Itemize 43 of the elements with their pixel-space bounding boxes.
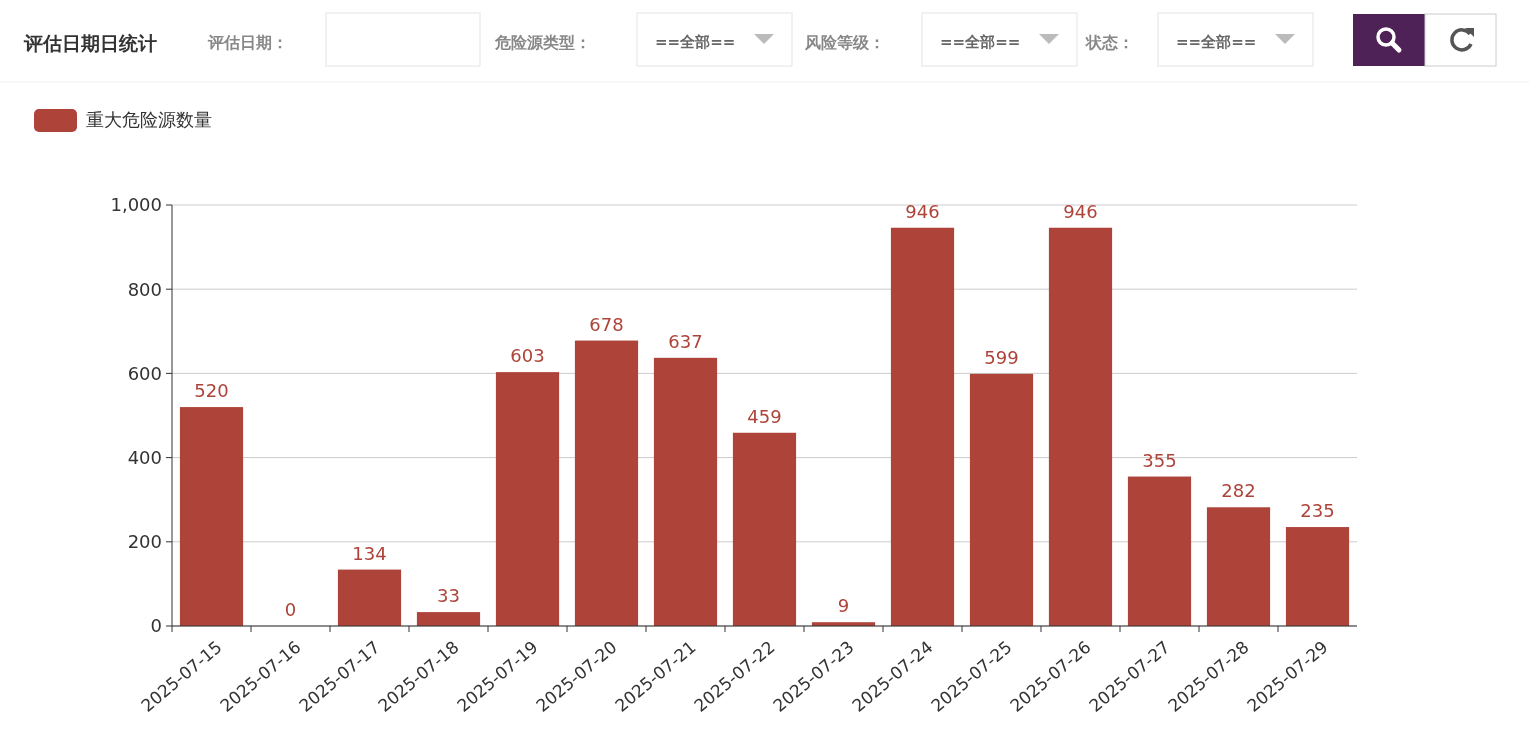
bar [179,407,244,626]
text: 风险等级： [804,33,885,52]
data-label: 520 [194,380,229,402]
bar [653,357,718,626]
data-label: 946 [1063,200,1098,222]
y-tick-label: 400 [127,446,162,468]
bar [1206,507,1271,626]
data-label: 599 [984,346,1019,368]
y-tick-label: 0 [150,615,162,637]
data-label: 678 [589,313,624,335]
chart-title: 评估日期日统计 [23,32,157,54]
data-label: 637 [668,330,703,352]
data-label: 946 [905,200,940,222]
data-label: 235 [1300,500,1335,522]
bar [1048,227,1113,626]
y-tick-label: 200 [127,531,162,553]
bar [574,340,639,626]
bar [732,432,797,626]
y-tick-label: 600 [127,362,162,384]
bar [1285,527,1350,626]
y-tick-label: 1,000 [110,194,162,216]
text: ==全部== [1176,33,1257,51]
data-label: 355 [1142,449,1177,471]
bar [416,612,481,626]
y-tick-label: 800 [127,278,162,300]
bar [890,227,955,626]
text: 危险源类型： [494,33,591,52]
text: 评估日期： [207,33,288,52]
data-label: 603 [510,345,545,367]
bar [969,373,1034,626]
data-label: 9 [837,595,850,617]
text: ==全部== [655,33,736,51]
data-label: 33 [437,585,460,607]
data-label: 282 [1221,480,1256,502]
bar [1127,476,1192,626]
text: 状态： [1085,33,1134,52]
data-label: 0 [284,599,297,620]
data-label: 459 [747,405,782,427]
bar [337,569,402,626]
data-label: 134 [352,542,387,564]
text: ==全部== [940,33,1021,51]
bar [495,372,560,626]
legend-label: 重大危险源数量 [86,109,212,131]
